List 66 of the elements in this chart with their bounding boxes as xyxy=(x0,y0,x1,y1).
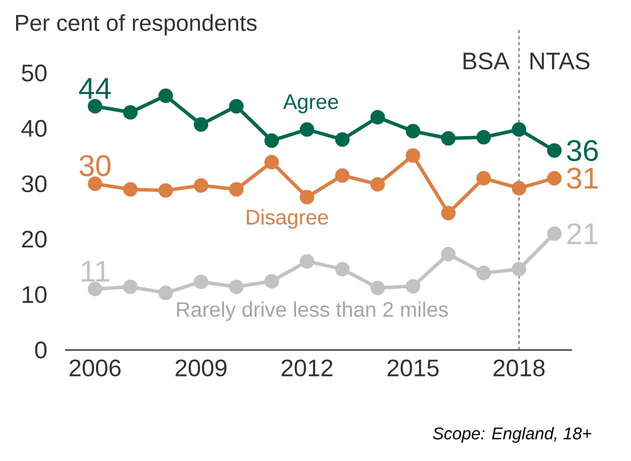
point xyxy=(441,131,456,146)
point xyxy=(194,178,208,193)
point xyxy=(476,171,491,186)
point xyxy=(194,274,208,290)
point xyxy=(264,274,279,289)
y-tick-label: 10 xyxy=(22,286,47,304)
point xyxy=(300,190,314,204)
data-label: 44 xyxy=(79,78,111,99)
y-axis-title: Per cent of respondents xyxy=(16,14,257,36)
point xyxy=(88,176,102,192)
data-label: 30 xyxy=(80,155,110,176)
x-tick-label: 2006 xyxy=(70,360,121,376)
series-label: Rarely drive less than 2 miles xyxy=(177,302,448,322)
point xyxy=(300,254,314,269)
y-tick-label: 40 xyxy=(21,120,47,137)
point xyxy=(335,168,350,183)
point xyxy=(547,171,562,186)
series-label: Agree xyxy=(283,94,338,114)
x-tick-label: 2012 xyxy=(282,360,332,376)
data-label: 36 xyxy=(567,140,598,162)
point xyxy=(335,262,350,276)
series-label: Disagree xyxy=(246,209,328,229)
x-tick-label: 2018 xyxy=(494,360,545,376)
point xyxy=(158,183,173,198)
point xyxy=(441,206,456,220)
point xyxy=(406,124,420,138)
point xyxy=(123,280,138,294)
point xyxy=(476,266,491,280)
text: BSA xyxy=(464,52,510,70)
point xyxy=(229,182,244,197)
point xyxy=(441,246,456,262)
text: NTAS xyxy=(530,52,590,70)
point xyxy=(512,122,526,137)
point xyxy=(335,132,350,147)
data-label: 11 xyxy=(82,260,110,282)
point xyxy=(123,105,138,120)
point xyxy=(88,282,102,296)
point xyxy=(476,130,491,144)
point xyxy=(158,286,173,300)
point xyxy=(547,143,562,158)
point xyxy=(370,177,385,192)
point xyxy=(229,280,244,294)
point xyxy=(229,98,244,114)
y-tick-label: 0 xyxy=(35,342,47,358)
point xyxy=(406,148,420,163)
point xyxy=(512,180,526,196)
data-label: 31 xyxy=(567,168,598,189)
point xyxy=(194,117,208,132)
point xyxy=(158,88,173,103)
point xyxy=(264,154,279,170)
x-tick-label: 2009 xyxy=(176,360,226,376)
point xyxy=(264,133,279,148)
y-tick-label: 50 xyxy=(22,64,47,82)
point xyxy=(370,110,385,125)
point xyxy=(123,182,138,197)
point xyxy=(300,122,314,137)
data-label: 21 xyxy=(567,223,598,244)
point xyxy=(406,279,420,294)
point xyxy=(547,226,562,241)
y-tick-label: 20 xyxy=(22,230,47,248)
point xyxy=(88,98,102,114)
x-tick-label: 2015 xyxy=(388,360,439,376)
text: Scope: England, 18+ xyxy=(432,427,592,443)
y-tick-label: 30 xyxy=(22,175,47,192)
point xyxy=(512,262,526,276)
point xyxy=(370,280,385,296)
